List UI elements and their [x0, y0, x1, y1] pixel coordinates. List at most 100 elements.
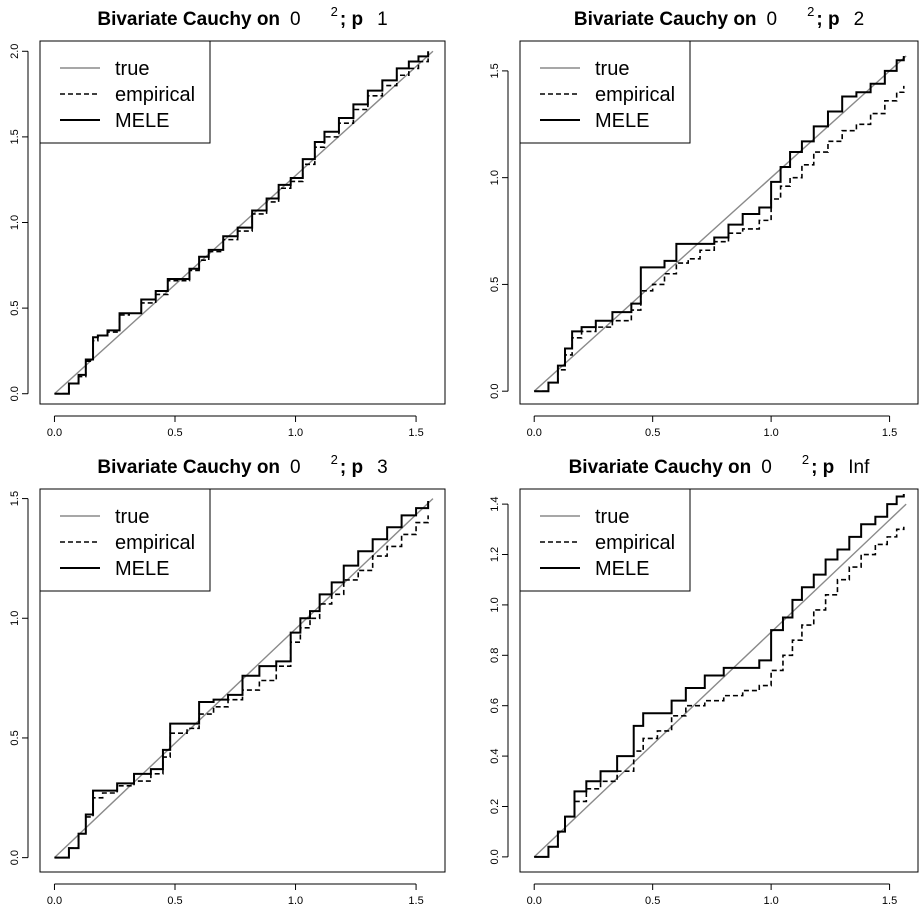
y-tick-label: 0.5 — [9, 300, 21, 315]
plot-frame — [519, 40, 919, 405]
series-true-line — [533, 55, 907, 392]
y-tick-label: 0.0 — [489, 384, 501, 399]
series-group — [53, 50, 434, 395]
title-superscript: 2 — [331, 4, 338, 19]
series-empirical-step — [54, 515, 429, 859]
series-true-line — [533, 503, 907, 858]
panel-p1: Bivariate Cauchy on 0 2; p 1 0.0 0.5 1.0 1.5 0.0… — [9, 4, 446, 439]
x-tick-label: 0.5 — [645, 895, 660, 907]
y-tick-label: 2.0 — [9, 44, 21, 59]
chart-title: Bivariate Cauchy on 0 2; p 1 — [97, 4, 387, 30]
y-tick-label: 1.4 — [489, 496, 501, 511]
series-group — [533, 494, 907, 858]
x-tick-label: 1.5 — [408, 895, 423, 907]
y-tick-label: 0.8 — [489, 648, 501, 663]
y-tick-label: 0.5 — [489, 277, 501, 292]
x-tick-label: 1.0 — [763, 427, 778, 439]
panel-p3: Bivariate Cauchy on 0 2; p 3 0.0 0.5 1.0 1.5 0.0… — [9, 452, 446, 907]
y-tick-label: 1.5 — [9, 491, 21, 506]
panel-p2: Bivariate Cauchy on 0 2; p 20.0 0.5 1.0 1.50.0… — [489, 4, 919, 439]
title-superscript: 2 — [807, 4, 814, 19]
series-mele-step — [54, 51, 430, 395]
x-tick-label: 1.5 — [882, 895, 897, 907]
y-tick-label: 0.0 — [9, 386, 21, 401]
y-tick-label: 1.0 — [489, 170, 501, 185]
title-p-value: 2 — [854, 9, 865, 30]
x-tick-label: 0.0 — [527, 427, 542, 439]
x-tick-label: 1.0 — [763, 895, 778, 907]
x-tick-label: 1.0 — [288, 427, 303, 439]
plot-frame — [39, 488, 446, 873]
title-symbol: 0 — [290, 457, 301, 478]
y-tick-label: 0.5 — [9, 730, 21, 745]
y-tick-label: 0.0 — [489, 849, 501, 864]
legend-label-mele: MELE — [595, 558, 649, 580]
series-empirical-step — [534, 526, 905, 858]
x-tick-label: 0.5 — [645, 427, 660, 439]
legend-label-empirical: empirical — [115, 532, 195, 554]
y-tick-label: 1.2 — [489, 547, 501, 562]
series-true-line — [53, 50, 434, 395]
x-tick-label: 0.0 — [47, 895, 62, 907]
legend-label-mele: MELE — [115, 558, 169, 580]
y-tick-label: 1.5 — [9, 129, 21, 144]
title-main: Bivariate Cauchy on — [569, 457, 752, 478]
x-tick-label: 0.0 — [47, 427, 62, 439]
title-p-value: 3 — [377, 457, 388, 478]
title-separator: ; p — [340, 9, 363, 30]
plot-frame — [39, 40, 446, 405]
title-main: Bivariate Cauchy on — [574, 9, 757, 30]
y-tick-label: 0.4 — [489, 748, 501, 763]
legend-label-empirical: empirical — [595, 84, 675, 106]
y-tick-label: 1.0 — [489, 597, 501, 612]
legend-box — [39, 40, 211, 144]
legend-label-true: true — [595, 58, 629, 80]
chart-title: Bivariate Cauchy on 0 2; p 3 — [97, 452, 387, 478]
title-p-value: 1 — [377, 9, 388, 30]
legend-label-mele: MELE — [595, 110, 649, 132]
legend-label-empirical: empirical — [115, 84, 195, 106]
title-separator: ; p — [340, 457, 363, 478]
title-superscript: 2 — [331, 452, 338, 467]
legend-box — [519, 40, 691, 144]
title-superscript: 2 — [802, 452, 809, 467]
series-mele-step — [534, 55, 905, 393]
panel-pinf: Bivariate Cauchy on 0 2; p Inf 0.0 0.5 1.0 1.5 0… — [489, 452, 919, 907]
legend-label-true: true — [595, 506, 629, 528]
legend-box — [39, 488, 211, 592]
legend-label-empirical: empirical — [595, 532, 675, 554]
legend-label-true: true — [115, 506, 149, 528]
y-tick-label: 1.0 — [9, 611, 21, 626]
title-separator: ; p — [811, 457, 834, 478]
y-tick-label: 1.5 — [489, 63, 501, 78]
x-tick-label: 1.0 — [288, 895, 303, 907]
legend-label-mele: MELE — [115, 110, 169, 132]
title-main: Bivariate Cauchy on — [97, 9, 280, 30]
series-mele-step — [534, 494, 905, 858]
legend-label-true: true — [115, 58, 149, 80]
legend-box — [519, 488, 691, 592]
y-tick-label: 0.0 — [9, 850, 21, 865]
title-symbol: 0 — [767, 9, 778, 30]
y-tick-label: 1.0 — [9, 215, 21, 230]
x-tick-label: 1.5 — [882, 427, 897, 439]
y-tick-label: 0.6 — [489, 698, 501, 713]
series-true-line — [53, 498, 434, 859]
x-tick-label: 1.5 — [408, 427, 423, 439]
series-group — [533, 55, 907, 393]
title-symbol: 0 — [290, 9, 301, 30]
y-tick-label: 0.2 — [489, 799, 501, 814]
x-tick-label: 0.5 — [167, 427, 182, 439]
plot-frame — [519, 488, 919, 873]
x-tick-label: 0.5 — [167, 895, 182, 907]
chart-title: Bivariate Cauchy on 0 2; p Inf — [569, 452, 871, 478]
title-p-value: Inf — [848, 457, 870, 478]
title-main: Bivariate Cauchy on — [97, 457, 280, 478]
series-group — [53, 498, 434, 859]
series-mele-step — [54, 500, 430, 859]
title-symbol: 0 — [761, 457, 772, 478]
x-tick-label: 0.0 — [527, 895, 542, 907]
title-separator: ; p — [816, 9, 839, 30]
